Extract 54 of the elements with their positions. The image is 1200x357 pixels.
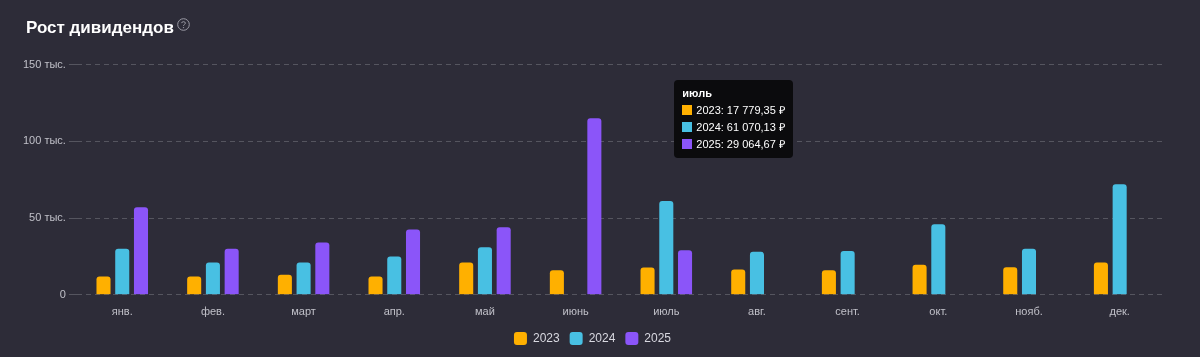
bar xyxy=(659,201,674,295)
bar xyxy=(678,250,693,295)
y-tick-label: 50 тыс. xyxy=(29,211,66,224)
bar xyxy=(315,242,330,295)
x-tick-label: янв. xyxy=(111,305,133,318)
bar xyxy=(459,262,474,295)
x-tick-label: фев. xyxy=(200,305,225,318)
bar xyxy=(731,269,746,295)
y-tick-label: 0 xyxy=(59,287,66,300)
bar xyxy=(224,248,239,295)
bar xyxy=(1003,267,1018,295)
annotation: 2025: 29 064,67 ₽ xyxy=(696,136,785,152)
bar xyxy=(368,276,383,295)
bar xyxy=(96,276,111,295)
bar xyxy=(115,248,130,295)
bar xyxy=(187,276,202,295)
bar xyxy=(640,267,655,295)
bar xyxy=(1021,248,1037,295)
bar xyxy=(387,256,402,295)
x-tick-label: нояб. xyxy=(1015,305,1043,318)
x-tick-label: окт. xyxy=(929,305,948,318)
legend-label: 2023 xyxy=(532,330,560,345)
x-tick-label: авг. xyxy=(748,305,766,318)
x-tick-label: дек. xyxy=(1109,305,1130,318)
annotation: 2024: 61 070,13 ₽ xyxy=(696,119,785,135)
x-tick-label: сент. xyxy=(835,305,860,318)
bar xyxy=(549,270,564,295)
x-tick-label: июнь xyxy=(562,305,589,318)
bar xyxy=(1112,184,1127,295)
bar xyxy=(1093,262,1108,295)
bar xyxy=(496,227,511,295)
bar xyxy=(840,251,855,295)
bar xyxy=(296,262,311,295)
bar xyxy=(821,270,836,295)
bar xyxy=(405,229,421,295)
bar xyxy=(912,264,927,295)
annotation: 2023: 17 779,35 ₽ xyxy=(696,102,785,118)
x-tick-label: март xyxy=(291,305,316,318)
legend-label: 2025 xyxy=(644,330,672,345)
bar xyxy=(477,247,492,295)
y-tick-label: 150 тыс. xyxy=(22,57,66,70)
bar xyxy=(931,224,946,295)
bar xyxy=(133,207,149,295)
y-tick-label: 100 тыс. xyxy=(22,134,66,147)
bar xyxy=(277,274,292,295)
annotation: июль xyxy=(682,85,713,101)
x-tick-label: апр. xyxy=(383,305,405,318)
bar xyxy=(587,118,602,295)
x-tick-label: июль xyxy=(653,305,680,318)
bar xyxy=(749,251,764,295)
bar xyxy=(205,262,220,295)
chart-title: Рост дивидендов xyxy=(26,18,174,38)
legend-label: 2024 xyxy=(588,330,616,345)
x-tick-label: май xyxy=(475,305,495,318)
